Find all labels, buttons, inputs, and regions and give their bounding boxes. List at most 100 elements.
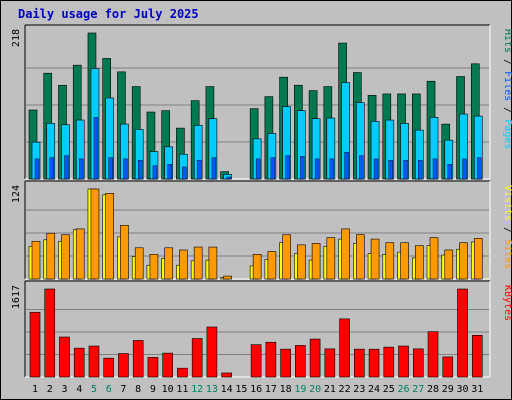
x-tick-label-day-25: 25 xyxy=(383,384,395,395)
panel-kbytes-max-label: 1617 xyxy=(11,285,22,309)
legend-entry: / xyxy=(502,221,512,239)
chart-title: Daily usage for July 2025 xyxy=(18,7,199,21)
bar-sites-day-10 xyxy=(164,247,173,280)
bar-sites-day-19 xyxy=(297,244,306,280)
bar-pages-day-8 xyxy=(137,160,143,180)
bar-sites-day-17 xyxy=(267,251,277,280)
bar-kbytes-day-25 xyxy=(383,346,395,378)
bar-pages-day-18 xyxy=(285,155,290,180)
bar-kbytes-day-7 xyxy=(118,353,129,378)
panel-kbytes-legend: KBytes xyxy=(502,285,512,321)
x-tick-label-day-12: 12 xyxy=(191,384,203,395)
bar-pages-day-25 xyxy=(388,160,394,180)
bar-kbytes-day-23 xyxy=(354,348,365,378)
bar-pages-day-2 xyxy=(49,157,54,180)
bar-sites-day-14 xyxy=(223,275,232,280)
bar-sites-day-11 xyxy=(179,249,188,280)
bar-pages-day-1 xyxy=(34,158,40,180)
bar-kbytes-day-5 xyxy=(88,345,100,378)
bar-sites-day-23 xyxy=(356,234,365,280)
panel-hits-legend: Hits / Files / Pages xyxy=(502,29,512,149)
x-tick-label-day-30: 30 xyxy=(456,384,468,395)
bar-sites-day-7 xyxy=(120,224,129,280)
bar-kbytes-day-17 xyxy=(265,341,277,378)
bar-sites-day-27 xyxy=(414,245,424,280)
x-tick-label-day-15: 15 xyxy=(235,384,247,395)
bar-pages-day-17 xyxy=(270,157,276,180)
bar-pages-day-21 xyxy=(329,158,335,180)
bar-pages-day-23 xyxy=(359,155,364,180)
x-tick-label-day-14: 14 xyxy=(221,384,233,395)
bar-pages-day-10 xyxy=(167,164,172,180)
bar-sites-day-21 xyxy=(326,237,336,280)
x-tick-label-day-24: 24 xyxy=(368,384,380,395)
bar-kbytes-day-11 xyxy=(177,367,188,378)
bar-sites-day-25 xyxy=(385,242,395,280)
panel-hits-max-label: 218 xyxy=(11,29,22,47)
bar-kbytes-day-19 xyxy=(295,345,306,378)
bar-kbytes-day-29 xyxy=(442,356,454,378)
bar-pages-day-22 xyxy=(344,152,349,180)
bar-sites-day-28 xyxy=(429,237,439,280)
x-tick-label-day-31: 31 xyxy=(471,384,483,395)
bar-pages-day-5 xyxy=(93,117,99,180)
bar-sites-day-8 xyxy=(134,247,144,280)
bar-kbytes-day-31 xyxy=(471,335,483,378)
bar-kbytes-day-10 xyxy=(162,352,173,378)
bar-kbytes-day-24 xyxy=(368,348,380,378)
bar-pages-day-11 xyxy=(182,166,187,180)
x-tick-label-day-3: 3 xyxy=(61,384,67,395)
x-tick-label-day-19: 19 xyxy=(294,384,306,395)
bar-sites-day-30 xyxy=(459,242,468,280)
bar-sites-day-2 xyxy=(46,232,56,280)
bar-pages-day-31 xyxy=(477,157,482,180)
x-tick-label-day-9: 9 xyxy=(150,384,156,395)
x-tick-label-day-7: 7 xyxy=(120,384,126,395)
legend-entry: / xyxy=(502,53,512,71)
x-tick-label-day-5: 5 xyxy=(91,384,97,395)
bar-pages-day-28 xyxy=(432,158,438,180)
bar-sites-day-4 xyxy=(75,228,85,280)
bar-kbytes-day-20 xyxy=(309,338,321,378)
bar-sites-day-13 xyxy=(208,246,218,280)
bar-kbytes-day-28 xyxy=(427,331,439,378)
bar-sites-day-20 xyxy=(311,243,321,280)
bar-sites-day-9 xyxy=(149,254,159,280)
bar-pages-day-14 xyxy=(226,176,231,180)
x-tick-label-day-4: 4 xyxy=(76,384,82,395)
bar-pages-day-30 xyxy=(462,158,467,180)
legend-entry: Hits xyxy=(502,29,512,53)
x-tick-label-day-11: 11 xyxy=(176,384,188,395)
x-tick-label-day-20: 20 xyxy=(309,384,321,395)
bar-pages-day-20 xyxy=(314,158,320,180)
bar-kbytes-day-1 xyxy=(29,311,41,378)
bar-kbytes-day-27 xyxy=(412,348,424,378)
bar-kbytes-day-6 xyxy=(103,357,115,378)
bar-pages-day-29 xyxy=(447,164,452,180)
legend-entry: Files xyxy=(502,71,512,101)
x-tick-label-day-27: 27 xyxy=(412,384,424,395)
x-tick-label-day-29: 29 xyxy=(442,384,454,395)
bar-kbytes-day-26 xyxy=(398,345,409,378)
bar-sites-day-29 xyxy=(444,249,454,280)
x-tick-label-day-2: 2 xyxy=(47,384,53,395)
bar-sites-day-1 xyxy=(31,240,41,280)
legend-entry: Pages xyxy=(502,119,512,149)
bar-sites-day-3 xyxy=(61,234,70,280)
x-tick-label-day-26: 26 xyxy=(398,384,410,395)
bar-kbytes-day-14 xyxy=(221,372,232,378)
bar-pages-day-24 xyxy=(373,158,379,180)
bar-pages-day-3 xyxy=(64,155,69,180)
bar-pages-day-19 xyxy=(300,156,305,180)
bar-pages-day-12 xyxy=(196,160,202,180)
bar-kbytes-day-30 xyxy=(457,288,468,378)
x-tick-label-day-23: 23 xyxy=(353,384,365,395)
bar-kbytes-day-16 xyxy=(250,344,262,378)
panel-visits-legend: Visits / Sites xyxy=(502,185,512,269)
bar-sites-day-12 xyxy=(193,246,203,280)
bar-kbytes-day-21 xyxy=(324,348,336,378)
bar-kbytes-day-13 xyxy=(206,326,218,378)
x-tick-label-day-8: 8 xyxy=(135,384,141,395)
bar-sites-day-24 xyxy=(370,238,380,280)
